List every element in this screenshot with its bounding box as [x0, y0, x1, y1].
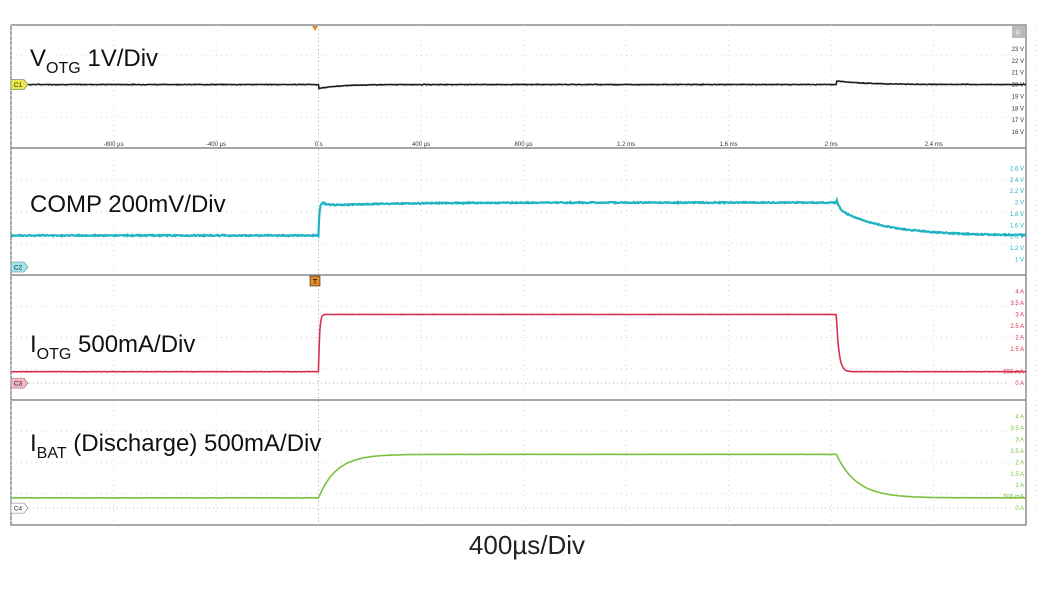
trace-c1 [10, 80, 1027, 90]
channel-panel-c3: 4 A 3.5 A 3 A 2.5 A 2 A 1.5 A 500 mA 0 A C3 IOTG … [10, 274, 1027, 389]
top-right-badge-box [1012, 26, 1025, 38]
scale-label: 16 V [1012, 130, 1024, 136]
scale-label: 2.5 A [1010, 324, 1024, 330]
scale-label: 3.5 A [1010, 301, 1024, 307]
channel-panel-c1: 23 V 22 V 21 V 20 V 19 V 18 V 17 V 16 V C1 VOTG 1… [10, 45, 1027, 136]
scale-label: 1.8 V [1010, 212, 1024, 218]
channel-label-c1: VOTG 1V/Div [30, 45, 158, 77]
channel-label-scale: 1V/Div [81, 45, 158, 72]
trace-c4 [10, 453, 1027, 499]
trigger-badge: T [309, 275, 321, 287]
channel-panel-c2: 2.6 V 2.4 V 2.2 V 2 V 1.8 V 1.6 V 1.4 V 1.2 V 1 … [10, 147, 1027, 273]
channel-label-main: I [30, 430, 37, 457]
channel-label-scale: (Discharge) 500mA/Div [67, 430, 322, 457]
channel-badge-shape [10, 377, 29, 389]
channel-label-subscript: OTG [37, 346, 72, 363]
channel-label-c2: COMP 200mV/Div [30, 191, 226, 218]
time-tick-label: 0 s [315, 142, 323, 148]
time-tick-label: 2 ms [825, 142, 838, 148]
trigger-markers: T R [309, 26, 1025, 287]
scale-label: 1 A [1015, 483, 1024, 489]
channel-badge-text: C2 [14, 265, 23, 272]
scale-label: 18 V [1012, 106, 1024, 112]
scale-label: 19 V [1012, 94, 1024, 100]
scale-label: 4 A [1015, 415, 1024, 421]
channel-badge-c1: C1 [10, 79, 29, 90]
channel-label-main: V [30, 45, 46, 72]
channel-badge-c3: C3 [10, 377, 29, 389]
channel-label-subscript: OTG [46, 60, 81, 77]
time-tick-label: 400 µs [412, 142, 430, 148]
scale-label: 2.4 V [1010, 178, 1024, 184]
scale-label: 2 A [1015, 460, 1024, 466]
time-tick-label: 2.4 ms [925, 142, 943, 148]
channel-label-main: COMP 200mV/Div [30, 191, 226, 218]
scale-label: 3.5 A [1010, 426, 1024, 432]
channel-badge-shape [10, 261, 29, 273]
time-tick-label: 1.2 ms [617, 142, 635, 148]
time-tick-label: -800 µs [103, 142, 123, 148]
scale-label: 17 V [1012, 118, 1024, 124]
scale-label: 2.6 V [1010, 167, 1024, 173]
trace-c2 [10, 196, 1027, 239]
scale-label: 2.2 V [1010, 189, 1024, 195]
trigger-position-marker [312, 26, 318, 31]
scale-label: 4 A [1015, 290, 1024, 296]
channel-label-main: I [30, 331, 37, 358]
scale-label: 1 V [1015, 257, 1024, 263]
scale-label: 0 A [1015, 506, 1024, 512]
trace-c3 [11, 313, 1027, 373]
scale-label: 2.5 A [1010, 449, 1024, 455]
time-tick-label: 1.6 ms [720, 142, 738, 148]
top-right-badge-text: R [1016, 31, 1021, 37]
time-division-label: 400µs/Div [468, 530, 586, 560]
channel-badge-shape [10, 502, 29, 514]
scale-label: 1.4 V [1010, 235, 1024, 241]
top-right-badge: R [1012, 26, 1025, 38]
scale-label: 1.5 A [1010, 472, 1024, 478]
scale-label: 22 V [1012, 59, 1024, 65]
time-axis: -800 µs -400 µs 0 s 400 µs 800 µs 1.2 ms 1.6 m… [103, 142, 942, 148]
channel-badge-text: C4 [14, 506, 23, 513]
scale-label: 21 V [1012, 71, 1024, 77]
channel-badge-text: C3 [14, 381, 23, 388]
scale-label: 2 V [1015, 201, 1024, 207]
scale-label: 23 V [1012, 47, 1024, 53]
channel-label-c3: IOTG 500mA/Div [30, 331, 195, 363]
channel-badge-c4: C4 [10, 502, 29, 514]
trigger-badge-box [309, 275, 321, 287]
scale-label: 2 A [1015, 335, 1024, 341]
scale-label: 1.2 V [1010, 246, 1024, 252]
channel-badge-c2: C2 [10, 261, 29, 273]
scale-label: 3 A [1015, 312, 1024, 318]
scale-label: 3 A [1015, 437, 1024, 443]
scale-label: 500 mA [1003, 370, 1024, 376]
channel-label-c4: IBAT (Discharge) 500mA/Div [30, 430, 321, 462]
scale-label: 1.5 A [1010, 347, 1024, 353]
channel-label-subscript: BAT [37, 445, 67, 462]
scale-label: 0 A [1015, 381, 1024, 387]
time-tick-label: -400 µs [206, 142, 226, 148]
channel-label-scale: 500mA/Div [71, 331, 195, 358]
channel-badge-text: C1 [14, 82, 23, 89]
scale-label: 20 V [1012, 83, 1024, 89]
channel-badge-shape [10, 79, 29, 90]
scale-label: 1.6 V [1010, 223, 1024, 229]
time-tick-label: 800 µs [515, 142, 533, 148]
trigger-badge-letter: T [313, 279, 318, 286]
